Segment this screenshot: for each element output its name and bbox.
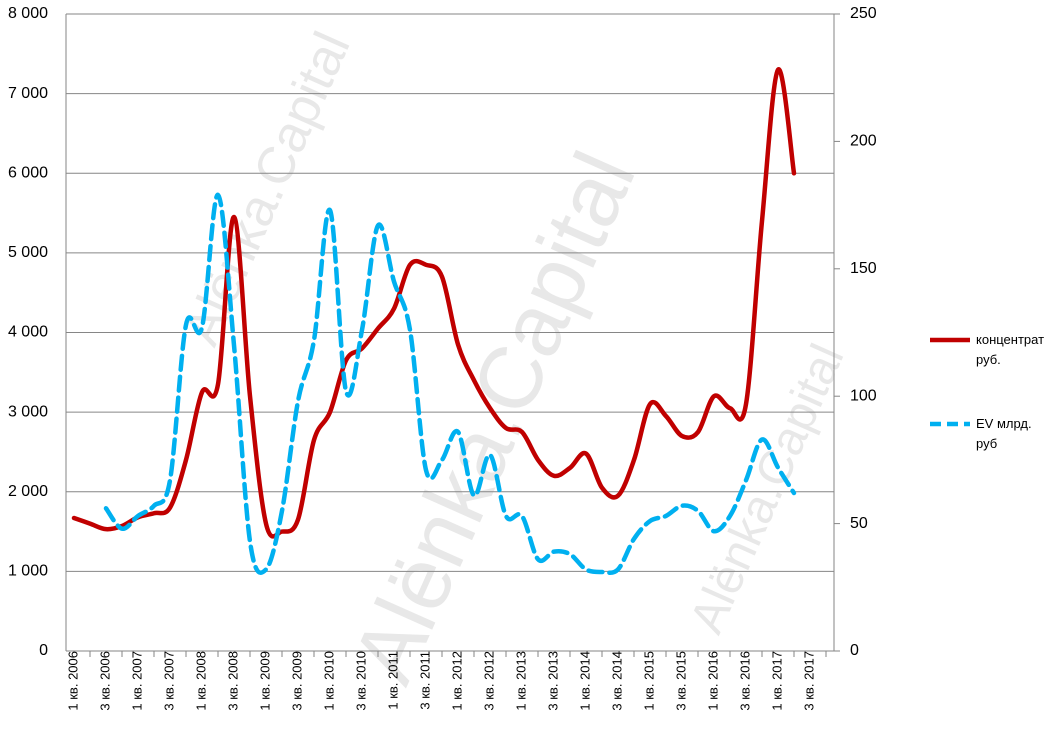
x-tick-label: 1 кв. 2017 bbox=[769, 651, 784, 711]
x-tick-label: 1 кв. 2009 bbox=[257, 651, 272, 711]
legend-label: концентрат руб. bbox=[976, 332, 1045, 367]
x-tick-label: 3 кв. 2017 bbox=[801, 651, 816, 711]
x-tick-label: 3 кв. 2009 bbox=[289, 651, 304, 711]
x-tick-label: 1 кв. 2008 bbox=[193, 651, 208, 711]
x-tick-label: 3 кв. 2011 bbox=[417, 651, 432, 710]
x-tick-label: 1 кв. 2011 bbox=[385, 651, 400, 710]
series-line bbox=[103, 192, 797, 576]
x-tick-label: 1 кв. 2007 bbox=[129, 651, 144, 711]
x-tick-label: 3 кв. 2006 bbox=[97, 651, 112, 711]
y2-tick-label: 0 bbox=[850, 642, 859, 659]
legend-label: EV млрд. руб bbox=[976, 416, 1032, 451]
y2-tick-label: 100 bbox=[850, 387, 877, 404]
series-line bbox=[71, 67, 797, 539]
y-tick-label: 6 000 bbox=[8, 164, 48, 181]
x-tick-label: 3 кв. 2016 bbox=[737, 651, 752, 711]
watermark: Alёnka.Capital bbox=[680, 337, 854, 641]
y2-tick-label: 50 bbox=[850, 515, 868, 532]
y-tick-label: 8 000 bbox=[8, 5, 48, 22]
y2-tick-label: 150 bbox=[850, 260, 877, 277]
y-tick-label: 4 000 bbox=[8, 324, 48, 341]
x-tick-label: 3 кв. 2013 bbox=[545, 651, 560, 711]
x-tick-label: 1 кв. 2014 bbox=[577, 651, 592, 711]
x-tick-label: 3 кв. 2007 bbox=[161, 651, 176, 711]
x-tick-label: 3 кв. 2010 bbox=[353, 651, 368, 711]
x-tick-label: 1 кв. 2013 bbox=[513, 651, 528, 711]
x-tick-label: 3 кв. 2015 bbox=[673, 651, 688, 711]
y-tick-label: 2 000 bbox=[8, 483, 48, 500]
y2-tick-label: 250 bbox=[850, 5, 877, 22]
y-tick-label: 5 000 bbox=[8, 244, 48, 261]
watermark: Alёnka.Capital bbox=[172, 24, 361, 354]
x-tick-label: 1 кв. 2015 bbox=[641, 651, 656, 711]
x-tick-label: 3 кв. 2012 bbox=[481, 651, 496, 711]
y-tick-label: 3 000 bbox=[8, 403, 48, 420]
y2-tick-label: 200 bbox=[850, 133, 877, 150]
x-tick-label: 3 кв. 2008 bbox=[225, 651, 240, 711]
x-tick-label: 3 кв. 2014 bbox=[609, 651, 624, 711]
x-tick-label: 1 кв. 2016 bbox=[705, 651, 720, 711]
x-tick-label: 1 кв. 2012 bbox=[449, 651, 464, 711]
y-tick-label: 0 bbox=[39, 642, 48, 659]
watermark: Alёnka.Capital bbox=[333, 138, 654, 697]
y-tick-label: 1 000 bbox=[8, 563, 48, 580]
x-tick-label: 1 кв. 2010 bbox=[321, 651, 336, 711]
x-tick-label: 1 кв. 2006 bbox=[65, 651, 80, 711]
y-tick-label: 7 000 bbox=[8, 85, 48, 102]
